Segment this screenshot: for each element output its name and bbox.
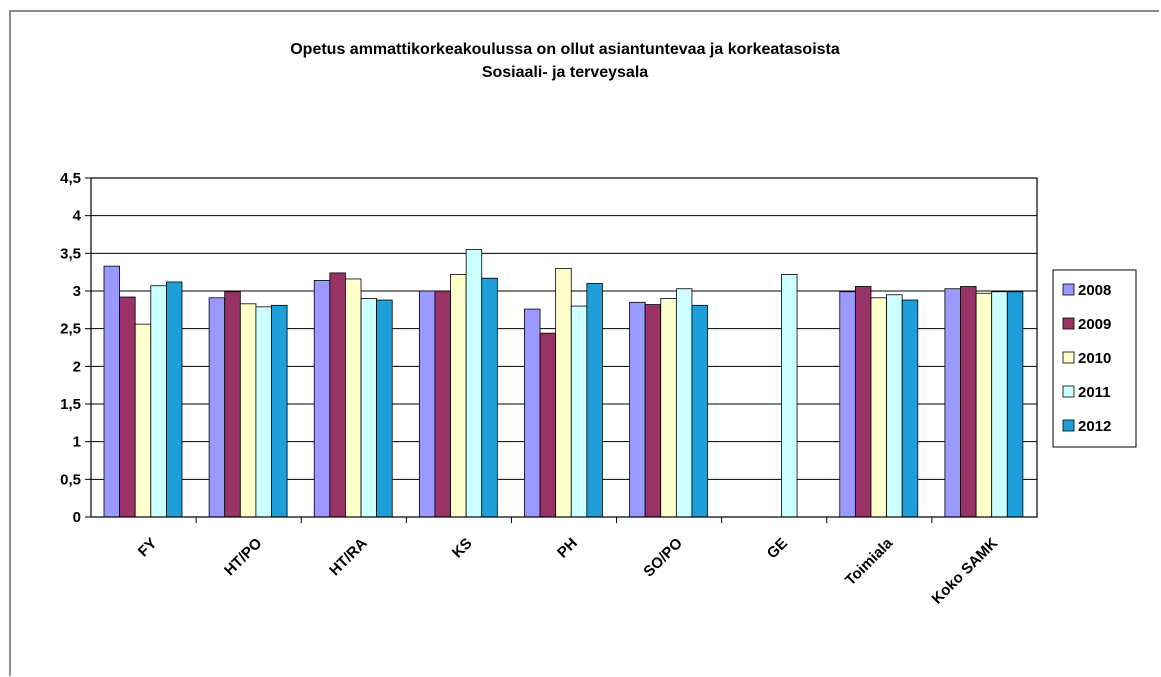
chart-title: Opetus ammattikorkeakoulussa on ollut as…: [290, 41, 840, 58]
bar-2011-4: [465, 249, 483, 518]
bar-2010-5: [555, 267, 572, 518]
y-tick-label: 3,5: [60, 245, 81, 262]
bar-2011-3: [360, 298, 378, 518]
x-category-label: SO/PO: [640, 535, 686, 581]
bar-2009-5: [539, 332, 557, 518]
bar-2011-5: [570, 305, 588, 518]
bar-2008-9: [944, 288, 961, 518]
x-axis-categories: FY HT/PO HT/RA KS PH SO/PO GE Toimiala Koko SAMK: [135, 517, 1002, 608]
y-axis-ticks: 0 0,5 1 1,5 2 2,5 3 3,5 4 4,5: [60, 170, 91, 526]
x-category-label: GE: [764, 535, 791, 562]
legend-label-2009: 2009: [1078, 316, 1111, 333]
bar-2008-6: [629, 301, 646, 518]
bar-2012-5: [586, 283, 603, 518]
bar-2008-3: [313, 280, 331, 518]
bars: [103, 249, 1024, 518]
x-category-label: Toimiala: [842, 534, 897, 589]
legend-swatch-2011: [1062, 385, 1075, 398]
x-category-label: HT/PO: [221, 535, 266, 580]
bar-2011-6: [675, 288, 693, 518]
bar-2010-8: [870, 297, 887, 518]
bar-2011-8: [886, 294, 903, 518]
bar-2009-9: [960, 286, 977, 518]
bar-2010-6: [660, 298, 677, 518]
x-category-label: Koko SAMK: [929, 535, 1002, 608]
bar-2010-3: [345, 278, 362, 518]
chart-frame: [9, 10, 1159, 676]
bar-2009-4: [434, 290, 451, 518]
y-tick-label: 1: [73, 434, 81, 451]
plot-area-outline: [90, 177, 1038, 518]
bar-2012-2: [271, 304, 288, 518]
y-tick-label: 0,5: [60, 471, 81, 488]
legend-swatch-2009: [1062, 317, 1075, 330]
bar-2011-9: [991, 291, 1008, 518]
bar-2011-1: [150, 285, 167, 518]
bar-2009-6: [644, 304, 662, 518]
x-category-label: HT/RA: [326, 535, 371, 580]
legend-swatch-2008: [1062, 283, 1075, 296]
bar-2012-6: [691, 304, 708, 518]
legend-label-2008: 2008: [1078, 282, 1111, 299]
bar-2009-1: [119, 296, 136, 518]
bar-2011-2: [255, 306, 272, 518]
bar-2012-4: [481, 277, 498, 518]
legend-swatch-2010: [1062, 351, 1075, 364]
y-tick-label: 2: [73, 358, 81, 375]
legend-swatch-2012: [1062, 419, 1075, 432]
bar-2012-9: [1006, 291, 1024, 518]
bar-2010-9: [975, 292, 993, 518]
y-tick-label: 3: [73, 283, 81, 300]
bar-2011-7: [781, 274, 798, 518]
bar-2008-4: [418, 290, 436, 518]
bar-2010-2: [239, 303, 257, 518]
x-category-label: FY: [135, 535, 161, 561]
bar-2009-3: [329, 272, 346, 518]
x-category-label: KS: [449, 535, 476, 562]
y-tick-label: 4: [73, 208, 82, 225]
bar-2012-8: [901, 299, 919, 518]
bar-2010-1: [134, 323, 152, 518]
plot-area-border: [90, 177, 1038, 518]
bar-2008-2: [208, 297, 226, 518]
bar-2008-8: [839, 291, 856, 518]
bar-2009-2: [224, 291, 241, 518]
bar-2010-4: [450, 274, 467, 518]
bar-2009-8: [854, 286, 872, 518]
legend-label-2012: 2012: [1078, 418, 1111, 435]
legend: 2008 2009 2010 2011 2012: [1062, 282, 1111, 435]
bar-2008-1: [103, 265, 121, 518]
y-tick-label: 0: [73, 509, 81, 526]
legend-label-2011: 2011: [1078, 384, 1111, 401]
bar-2012-3: [376, 299, 393, 518]
x-category-label: PH: [554, 535, 581, 562]
y-tick-label: 2,5: [60, 321, 81, 338]
legend-label-2010: 2010: [1078, 350, 1111, 367]
bar-2008-5: [524, 308, 541, 518]
y-tick-label: 4,5: [60, 170, 81, 187]
bar-2012-1: [165, 281, 183, 518]
y-tick-label: 1,5: [60, 396, 81, 413]
chart-subtitle: Sosiaali- ja terveysala: [482, 64, 648, 81]
